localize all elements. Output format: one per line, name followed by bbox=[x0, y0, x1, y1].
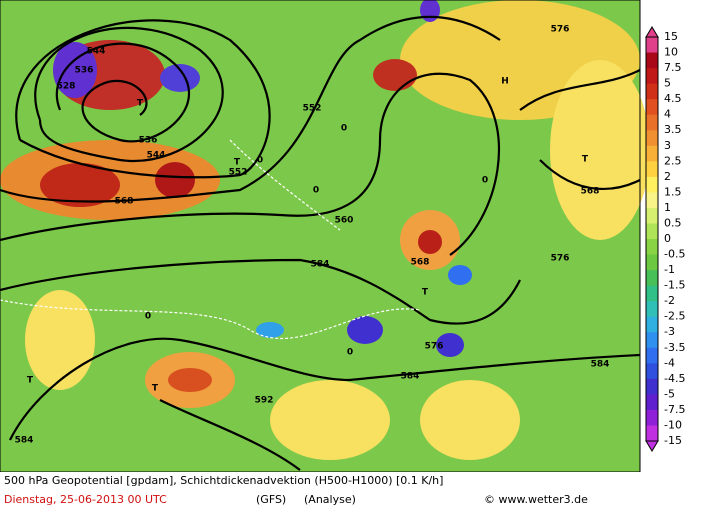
footer-run: (Analyse) bbox=[304, 493, 356, 506]
colorbar-band bbox=[646, 270, 658, 287]
footer-title: 500 hPa Geopotential [gpdam], Schichtdic… bbox=[4, 474, 443, 487]
contour-label: T bbox=[234, 158, 241, 168]
contour-label: T bbox=[27, 376, 34, 386]
colorbar-label: 1.5 bbox=[664, 185, 682, 198]
colorbar-label: -3.5 bbox=[664, 341, 685, 354]
colorbar-bottom bbox=[645, 440, 659, 452]
contour-label: H bbox=[501, 77, 509, 87]
colorbar-band bbox=[646, 114, 658, 131]
field-blobs bbox=[0, 0, 650, 460]
colorbar-label: -4.5 bbox=[664, 372, 685, 385]
colorbar-band bbox=[646, 207, 658, 224]
contour-label: 544 bbox=[87, 47, 106, 57]
colorbar-band bbox=[646, 99, 658, 116]
contour-label: 536 bbox=[139, 136, 158, 146]
colorbar-label: -1 bbox=[664, 263, 675, 276]
colorbar-band bbox=[646, 130, 658, 147]
contour-label: 584 bbox=[311, 260, 330, 270]
footer-bg bbox=[0, 472, 704, 513]
contour-label: T bbox=[137, 99, 144, 109]
contour-label: 0 bbox=[347, 348, 353, 358]
colorbar-label: 4 bbox=[664, 108, 671, 121]
colorbar-band bbox=[646, 394, 658, 411]
contour-label: 552 bbox=[303, 104, 322, 114]
colorbar-label: 3 bbox=[664, 139, 671, 152]
colorbar-frame bbox=[645, 36, 659, 442]
colorbar-label: 15 bbox=[664, 30, 678, 43]
contour-label: 592 bbox=[255, 396, 274, 406]
contour-label: 568 bbox=[115, 197, 134, 207]
colorbar-label: -3 bbox=[664, 325, 675, 338]
colorbar-label: 0 bbox=[664, 232, 671, 245]
colorbar-label: 2 bbox=[664, 170, 671, 183]
contour-label: 568 bbox=[581, 187, 600, 197]
colorbar-band bbox=[646, 145, 658, 162]
contour-label: T bbox=[422, 288, 429, 298]
colorbar-band bbox=[646, 239, 658, 256]
colorbar-label: 1 bbox=[664, 201, 671, 214]
contour-label: 0 bbox=[313, 186, 319, 196]
zero-lines bbox=[0, 139, 421, 340]
colorbar-band bbox=[646, 83, 658, 100]
colorbar-band bbox=[646, 363, 658, 380]
contours bbox=[0, 15, 641, 471]
colorbar-label: -15 bbox=[664, 434, 682, 447]
colorbar-label: -2 bbox=[664, 294, 675, 307]
colorbar-band bbox=[646, 285, 658, 302]
colorbar-top bbox=[645, 26, 659, 38]
colorbar-band bbox=[646, 192, 658, 209]
contour-label: 0 bbox=[341, 124, 347, 134]
contour-label: 0 bbox=[257, 156, 263, 166]
colorbar-band bbox=[646, 161, 658, 178]
colorbar-band bbox=[646, 378, 658, 395]
contour-label: 0 bbox=[145, 312, 151, 322]
contour-label: T bbox=[152, 384, 159, 394]
colorbar-label: 2.5 bbox=[664, 154, 682, 167]
colorbar-band bbox=[646, 425, 658, 442]
colorbar-label: 0.5 bbox=[664, 216, 682, 229]
contour-label: 528 bbox=[57, 82, 76, 92]
colorbar-band bbox=[646, 254, 658, 271]
colorbar-band bbox=[646, 52, 658, 69]
colorbar-label: -4 bbox=[664, 356, 675, 369]
colorbar-label: -0.5 bbox=[664, 248, 685, 261]
colorbar-band bbox=[646, 176, 658, 193]
contour-label: 584 bbox=[15, 436, 34, 446]
footer-model: (GFS) bbox=[256, 493, 286, 506]
colorbar-band bbox=[646, 301, 658, 318]
contour-label: 0 bbox=[482, 176, 488, 186]
colorbar-label: -2.5 bbox=[664, 310, 685, 323]
colorbar-label: -10 bbox=[664, 418, 682, 431]
colorbar-band bbox=[646, 37, 658, 54]
colorbar-label: 5 bbox=[664, 77, 671, 90]
contour-label: 576 bbox=[425, 342, 444, 352]
colorbar-band bbox=[646, 223, 658, 240]
colorbar-label: -7.5 bbox=[664, 403, 685, 416]
contour-label: 544 bbox=[147, 151, 166, 161]
colorbar-band bbox=[646, 68, 658, 85]
colorbar-band bbox=[646, 409, 658, 426]
colorbar-band bbox=[646, 316, 658, 333]
colorbar-label: 4.5 bbox=[664, 92, 682, 105]
footer-credit: © www.wetter3.de bbox=[484, 493, 588, 506]
colorbar-label: 7.5 bbox=[664, 61, 682, 74]
contour-label: 584 bbox=[591, 360, 610, 370]
footer-date: Dienstag, 25-06-2013 00 UTC bbox=[4, 493, 167, 506]
contour-label: 536 bbox=[75, 66, 94, 76]
contour-label: 568 bbox=[411, 258, 430, 268]
contour-label: 576 bbox=[551, 25, 570, 35]
contour-label: 560 bbox=[335, 216, 354, 226]
contour-label: 552 bbox=[229, 168, 248, 178]
colorbar-label: -1.5 bbox=[664, 279, 685, 292]
colorbar-label: 3.5 bbox=[664, 123, 682, 136]
contour-label: 576 bbox=[551, 254, 570, 264]
contour-label: 584 bbox=[401, 372, 420, 382]
colorbar-band bbox=[646, 347, 658, 364]
colorbar-band bbox=[646, 332, 658, 349]
colorbar-label: 10 bbox=[664, 46, 678, 59]
colorbar-label: -5 bbox=[664, 387, 675, 400]
contour-label: T bbox=[582, 155, 589, 165]
